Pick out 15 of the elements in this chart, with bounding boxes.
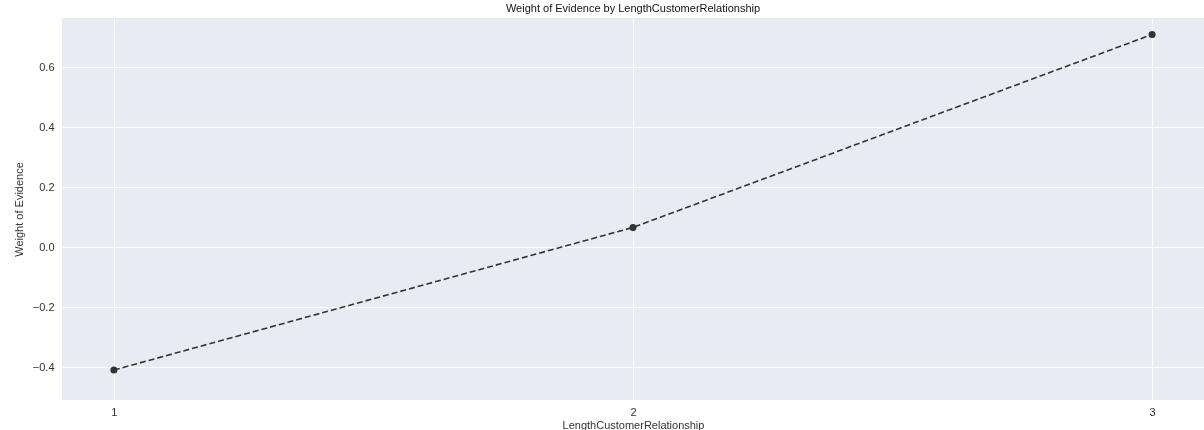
point — [110, 366, 118, 374]
chart-title: Weight of Evidence by LengthCustomerRelationship — [505, 2, 761, 14]
y-tick-label: 0.6 — [39, 60, 55, 73]
x-axis-title: LengthCustomerRelationship — [562, 418, 705, 430]
x-tick-label: 1 — [111, 405, 118, 418]
y-axis-title: Weight of Evidence — [12, 162, 25, 257]
y-tick-label: 0.2 — [39, 180, 55, 193]
x-tick-label: 3 — [1149, 405, 1156, 418]
point — [1148, 30, 1156, 39]
y-tick-label: 0.0 — [39, 240, 55, 253]
x-tick-label: 2 — [630, 405, 637, 418]
y-tick-label: 0.4 — [39, 120, 55, 133]
point — [629, 223, 637, 231]
y-tick-label: −0.2 — [32, 300, 55, 313]
y-tick-label: −0.4 — [32, 360, 55, 373]
